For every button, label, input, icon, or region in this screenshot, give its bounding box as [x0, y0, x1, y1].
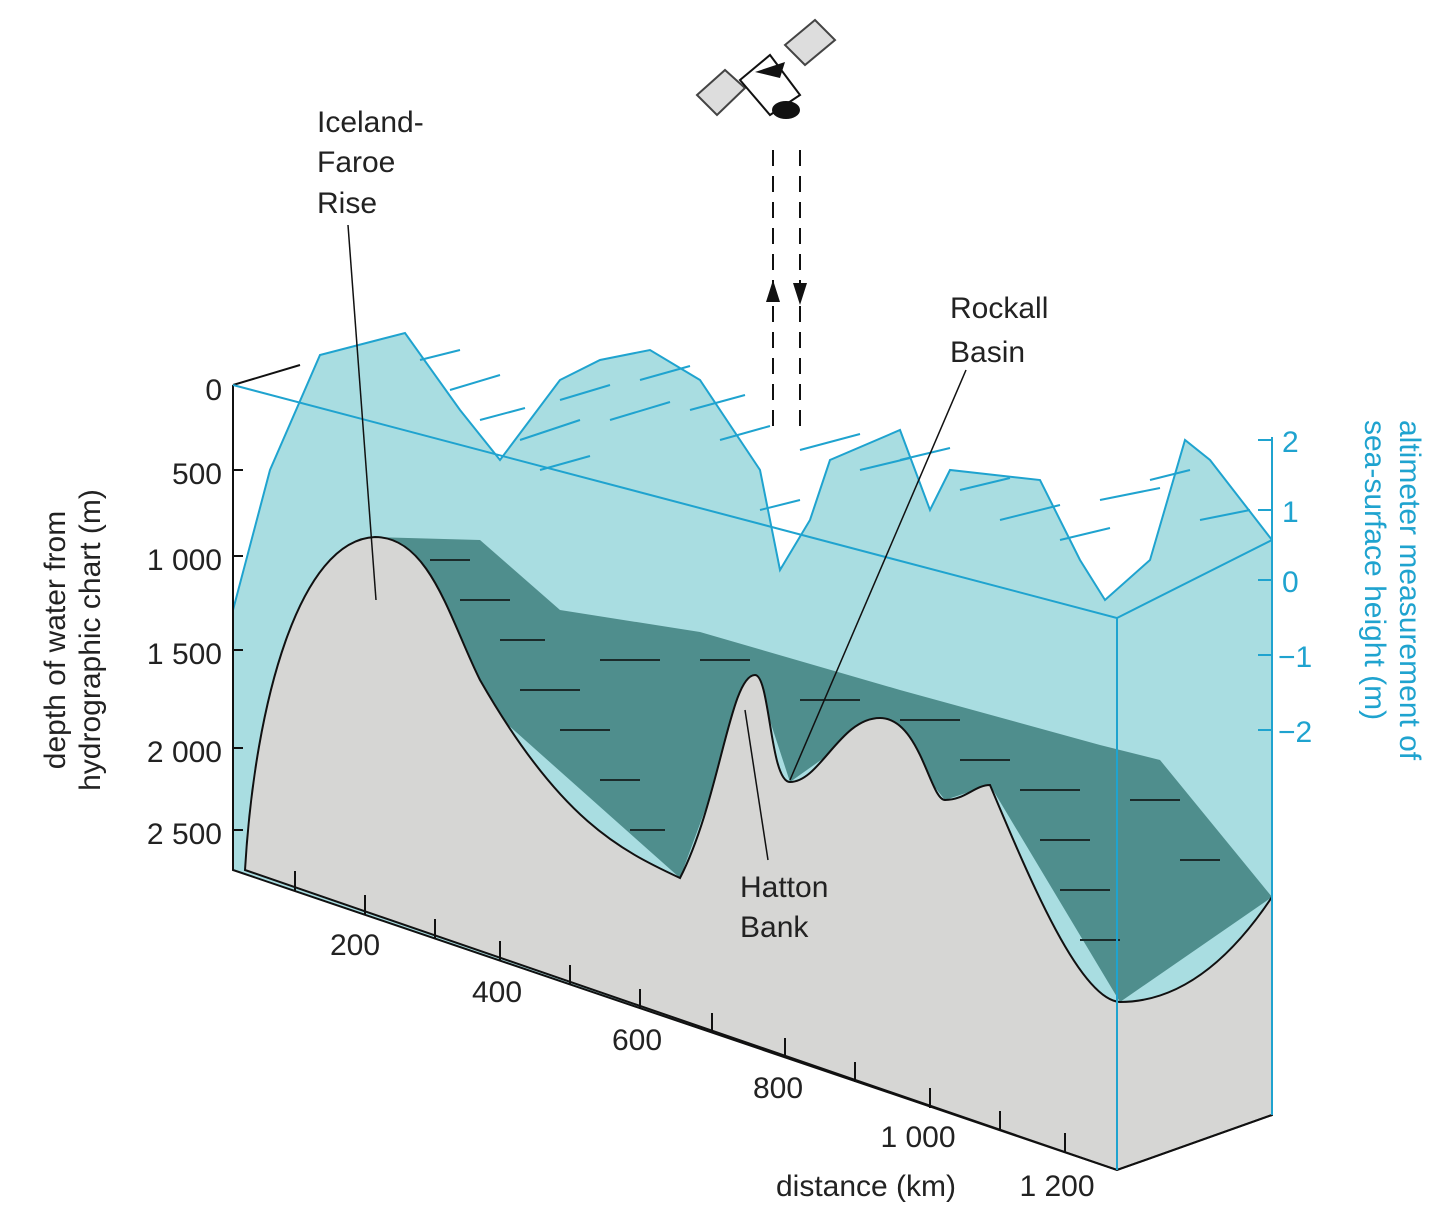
axis-label: depth of water from	[39, 511, 72, 769]
wave-texture	[419, 349, 1251, 541]
tick-label: 1	[1282, 496, 1299, 529]
tick-label: 800	[753, 1072, 803, 1105]
tick-label: 1 000	[880, 1121, 955, 1154]
tick-label: 0	[205, 374, 222, 407]
leader-lines	[347, 224, 967, 861]
tick-label: 2 500	[147, 818, 222, 851]
axis-label: distance (km)	[776, 1170, 956, 1203]
box-outline	[232, 364, 1273, 1172]
tick-label: 1 000	[147, 544, 222, 577]
annotation: Hatton	[740, 871, 828, 904]
tick-label: 600	[612, 1024, 662, 1057]
bottom-ticks	[294, 871, 1066, 1153]
cross-section	[243, 535, 1273, 1172]
left-ticks	[233, 469, 243, 831]
arrowheads	[766, 280, 807, 305]
right-ticks	[1258, 439, 1272, 731]
annotation: Faroe	[317, 146, 395, 179]
tick-label: 0	[1282, 566, 1299, 599]
tick-label: 2	[1282, 426, 1299, 459]
seabed-surface	[372, 537, 1272, 1002]
annotation: Bank	[740, 911, 809, 944]
annotation: Iceland-	[317, 106, 424, 139]
seabed-texture	[430, 559, 1220, 941]
tick-label: 1 200	[1019, 1170, 1094, 1203]
tick-label: 200	[330, 929, 380, 962]
annotation: Basin	[950, 336, 1025, 369]
tick-label: −1	[1278, 641, 1312, 674]
tick-label: 2 000	[147, 736, 222, 769]
satellite	[695, 18, 837, 119]
tick-label: 500	[172, 458, 222, 491]
axis-label: hydrographic chart (m)	[74, 489, 107, 791]
tick-label: −2	[1278, 716, 1312, 749]
annotation: Rockall	[950, 292, 1048, 325]
tick-label: 400	[472, 976, 522, 1009]
tick-label: 1 500	[147, 638, 222, 671]
sea-surface	[232, 331, 1273, 611]
axis-label: sea-surface height (m)	[1358, 420, 1391, 720]
axis-label: altimeter measurement of	[1393, 420, 1426, 761]
annotation: Rise	[317, 187, 377, 220]
